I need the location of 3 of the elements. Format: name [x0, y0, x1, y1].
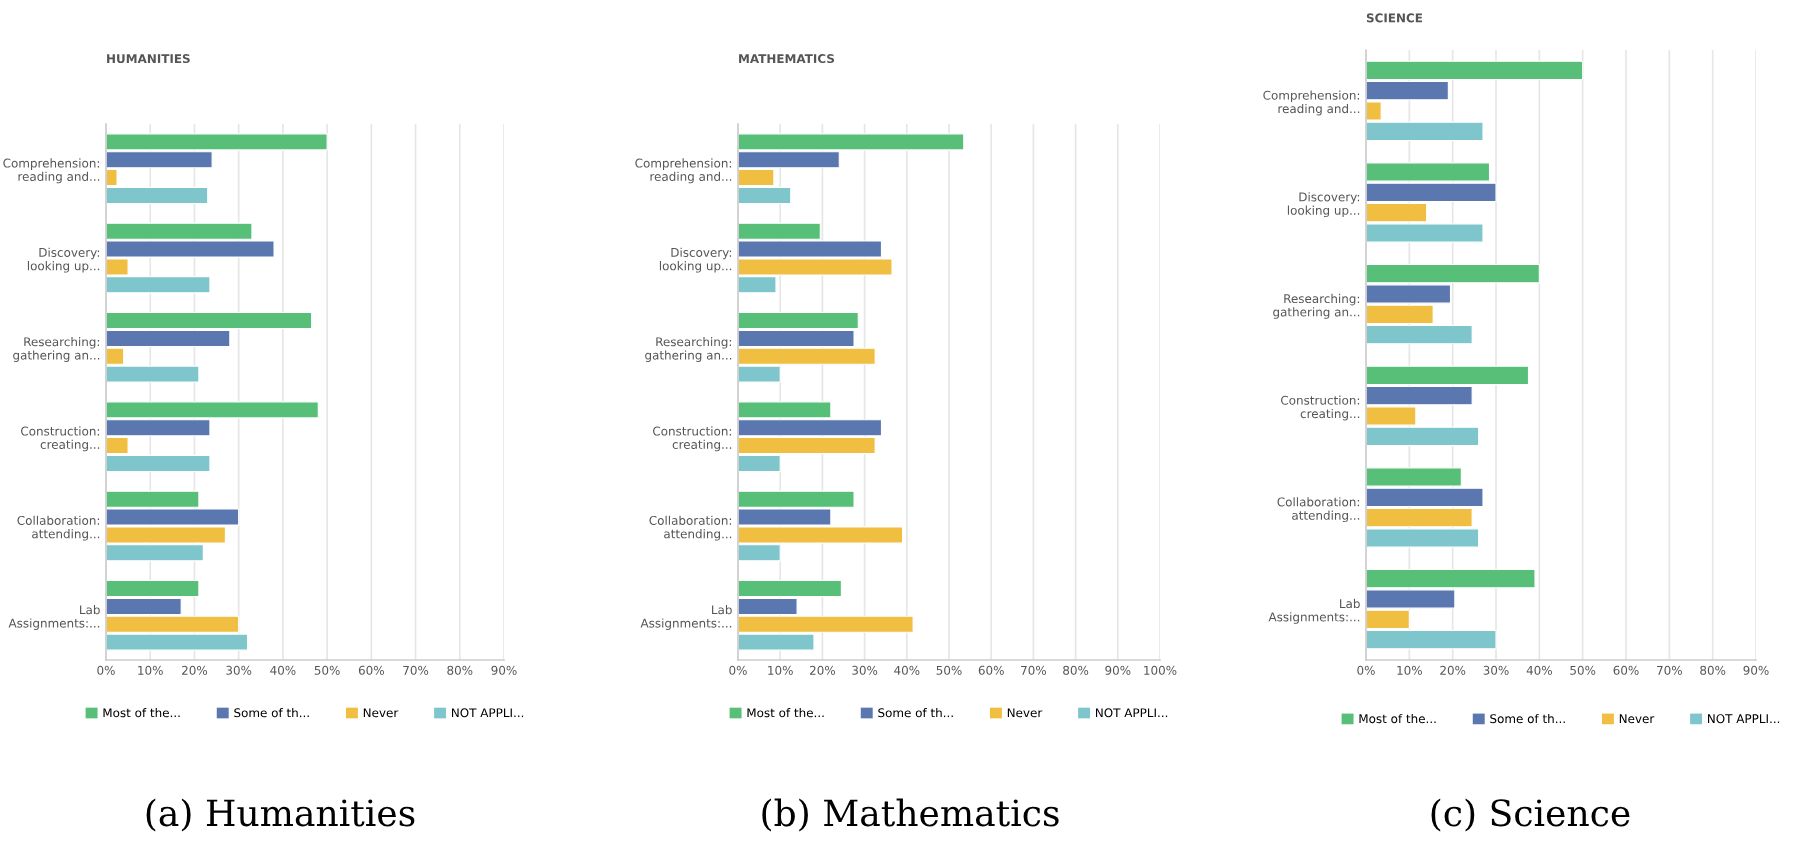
text: (b) Mathematics — [762, 798, 1059, 832]
text: (c) Science — [1431, 798, 1630, 832]
text: (a) Humanities — [146, 798, 415, 832]
